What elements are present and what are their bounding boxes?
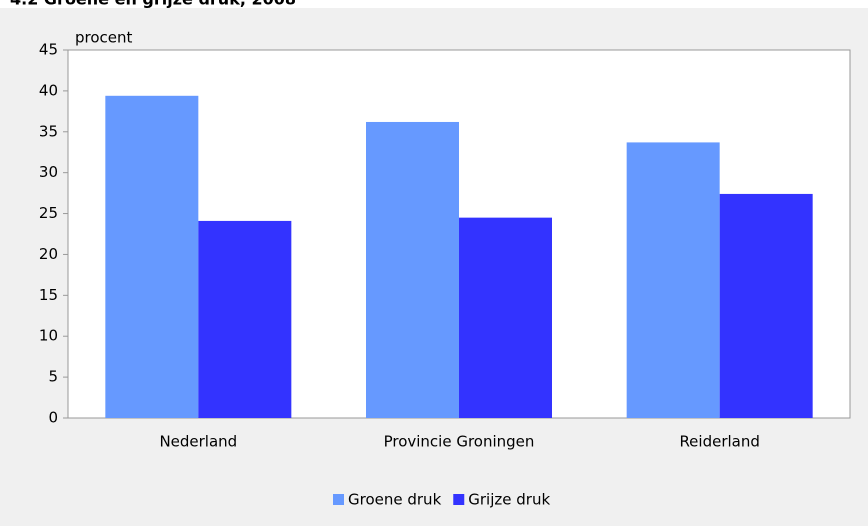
x-tick-label: Nederland xyxy=(159,433,237,451)
x-tick-label: Provincie Groningen xyxy=(384,433,535,451)
bar xyxy=(626,142,720,419)
y-tick-label: 45 xyxy=(39,41,58,59)
x-tick-label: Reiderland xyxy=(679,433,759,451)
y-tick-label: 25 xyxy=(39,204,58,222)
legend-label: Groene druk xyxy=(348,491,442,509)
y-tick-label: 10 xyxy=(39,327,58,345)
y-tick-label: 0 xyxy=(48,409,58,427)
bar xyxy=(105,95,199,418)
legend-swatch xyxy=(333,494,344,505)
y-tick-label: 5 xyxy=(48,368,58,386)
bar xyxy=(366,121,459,418)
y-axis-label: procent xyxy=(75,29,133,47)
y-tick-label: 30 xyxy=(39,163,58,181)
y-tick-label: 20 xyxy=(39,245,58,263)
y-tick-label: 15 xyxy=(39,286,58,304)
y-tick-label: 40 xyxy=(39,81,58,99)
chart-title: 4.2 Groene en grijze druk, 2008 xyxy=(10,0,296,9)
legend-label: Grijze druk xyxy=(468,491,550,509)
bar xyxy=(719,193,813,418)
bar xyxy=(459,217,552,418)
legend-swatch xyxy=(453,494,465,505)
y-tick-label: 35 xyxy=(39,122,58,140)
bar xyxy=(198,220,292,418)
